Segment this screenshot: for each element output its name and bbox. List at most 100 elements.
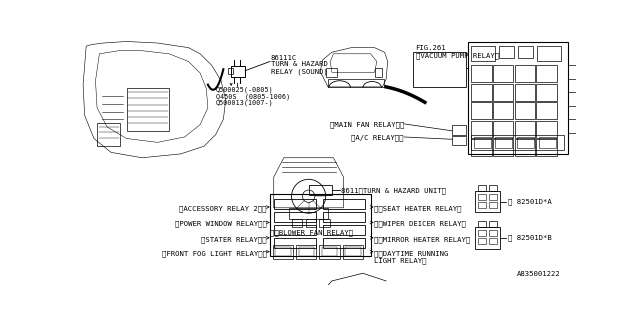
- Bar: [323, 212, 365, 222]
- Text: （VACUUM PUMP RELAY）: （VACUUM PUMP RELAY）: [415, 52, 499, 59]
- Text: A835001222: A835001222: [516, 271, 561, 277]
- Bar: [493, 139, 513, 156]
- Bar: [308, 185, 332, 196]
- Bar: [568, 119, 577, 133]
- Text: TURN & HAZARD
RELAY (SOUND): TURN & HAZARD RELAY (SOUND): [271, 61, 328, 75]
- Bar: [323, 238, 365, 248]
- Bar: [328, 79, 384, 87]
- Bar: [345, 247, 360, 256]
- Bar: [231, 66, 245, 77]
- Text: ②（DAYTIME RUNNING: ②（DAYTIME RUNNING: [374, 250, 448, 257]
- Bar: [515, 102, 535, 119]
- Bar: [536, 102, 557, 119]
- Bar: [472, 46, 495, 61]
- Bar: [517, 137, 534, 148]
- Bar: [274, 212, 316, 222]
- Bar: [568, 92, 577, 106]
- Bar: [273, 245, 293, 259]
- Bar: [489, 238, 497, 244]
- Bar: [472, 84, 492, 101]
- Bar: [292, 219, 303, 227]
- Text: Q500013(1007-): Q500013(1007-): [216, 100, 273, 107]
- Bar: [537, 46, 561, 61]
- Bar: [493, 84, 513, 101]
- Bar: [478, 202, 486, 208]
- Bar: [495, 137, 513, 148]
- Bar: [568, 65, 577, 79]
- Bar: [493, 65, 513, 82]
- Text: Q450S  (0805-1006): Q450S (0805-1006): [216, 93, 290, 100]
- Bar: [478, 238, 486, 244]
- Bar: [536, 65, 557, 82]
- Bar: [323, 198, 365, 209]
- Bar: [472, 65, 492, 82]
- Bar: [489, 230, 497, 236]
- Bar: [298, 247, 314, 256]
- Text: ② 82501D*A: ② 82501D*A: [508, 198, 552, 205]
- Bar: [536, 121, 557, 138]
- Text: ②（SEAT HEATER RELAY）: ②（SEAT HEATER RELAY）: [374, 205, 461, 212]
- Bar: [274, 198, 316, 209]
- Bar: [343, 245, 363, 259]
- Text: ②（WIPER DEICER RELAY）: ②（WIPER DEICER RELAY）: [374, 221, 466, 228]
- Bar: [476, 227, 500, 249]
- Bar: [296, 245, 316, 259]
- Bar: [493, 121, 513, 138]
- Bar: [515, 84, 535, 101]
- Bar: [274, 225, 316, 235]
- Bar: [493, 102, 513, 119]
- Text: ③ 82501D*B: ③ 82501D*B: [508, 235, 552, 241]
- Bar: [275, 247, 291, 256]
- Bar: [478, 194, 486, 200]
- Bar: [489, 194, 497, 200]
- Bar: [97, 123, 120, 146]
- Bar: [499, 46, 514, 58]
- Bar: [326, 68, 337, 77]
- Bar: [539, 137, 556, 148]
- Bar: [452, 136, 466, 145]
- Bar: [476, 191, 500, 212]
- Bar: [452, 125, 466, 135]
- Bar: [515, 65, 535, 82]
- Bar: [319, 245, 340, 259]
- Bar: [489, 185, 497, 191]
- Bar: [323, 225, 365, 235]
- Text: （ACCESSORY RELAY 2）②: （ACCESSORY RELAY 2）②: [179, 205, 267, 212]
- Bar: [472, 139, 492, 156]
- Text: Q500025(-0805): Q500025(-0805): [216, 86, 273, 92]
- Bar: [515, 139, 535, 156]
- Bar: [474, 137, 491, 148]
- Text: （MAIN FAN RELAY）③: （MAIN FAN RELAY）③: [330, 122, 404, 128]
- Text: 86111C: 86111C: [271, 55, 297, 61]
- Bar: [289, 208, 328, 219]
- Bar: [413, 52, 466, 87]
- Text: （A/C RELAY）②: （A/C RELAY）②: [351, 135, 404, 141]
- Bar: [274, 238, 316, 248]
- Text: ②（MIRROR HEATER RELAY）: ②（MIRROR HEATER RELAY）: [374, 236, 470, 243]
- Bar: [515, 121, 535, 138]
- Bar: [319, 219, 330, 227]
- Text: （FRONT FOG LIGHT RELAY）②: （FRONT FOG LIGHT RELAY）②: [162, 250, 267, 257]
- Text: （STATER RELAY）②: （STATER RELAY）②: [201, 236, 267, 243]
- Text: （POWER WINDOW RELAY）②: （POWER WINDOW RELAY）②: [175, 221, 267, 228]
- Text: 8611（TURN & HAZARD UNIT）: 8611（TURN & HAZARD UNIT）: [341, 188, 446, 194]
- Bar: [228, 68, 233, 74]
- Bar: [478, 185, 486, 191]
- Bar: [270, 194, 371, 256]
- Bar: [467, 42, 568, 154]
- Bar: [322, 247, 337, 256]
- Bar: [489, 202, 497, 208]
- Bar: [478, 221, 486, 227]
- Bar: [489, 221, 497, 227]
- Text: ③（BLOWER FAN RELAY）: ③（BLOWER FAN RELAY）: [270, 229, 353, 236]
- Bar: [305, 219, 316, 227]
- Bar: [536, 139, 557, 156]
- Bar: [472, 102, 492, 119]
- Text: LIGHT RELAY）: LIGHT RELAY）: [374, 257, 426, 264]
- Bar: [472, 135, 564, 150]
- Bar: [518, 46, 533, 58]
- Bar: [127, 88, 169, 131]
- Bar: [374, 68, 382, 77]
- Text: FIG.261: FIG.261: [415, 44, 446, 51]
- Bar: [536, 84, 557, 101]
